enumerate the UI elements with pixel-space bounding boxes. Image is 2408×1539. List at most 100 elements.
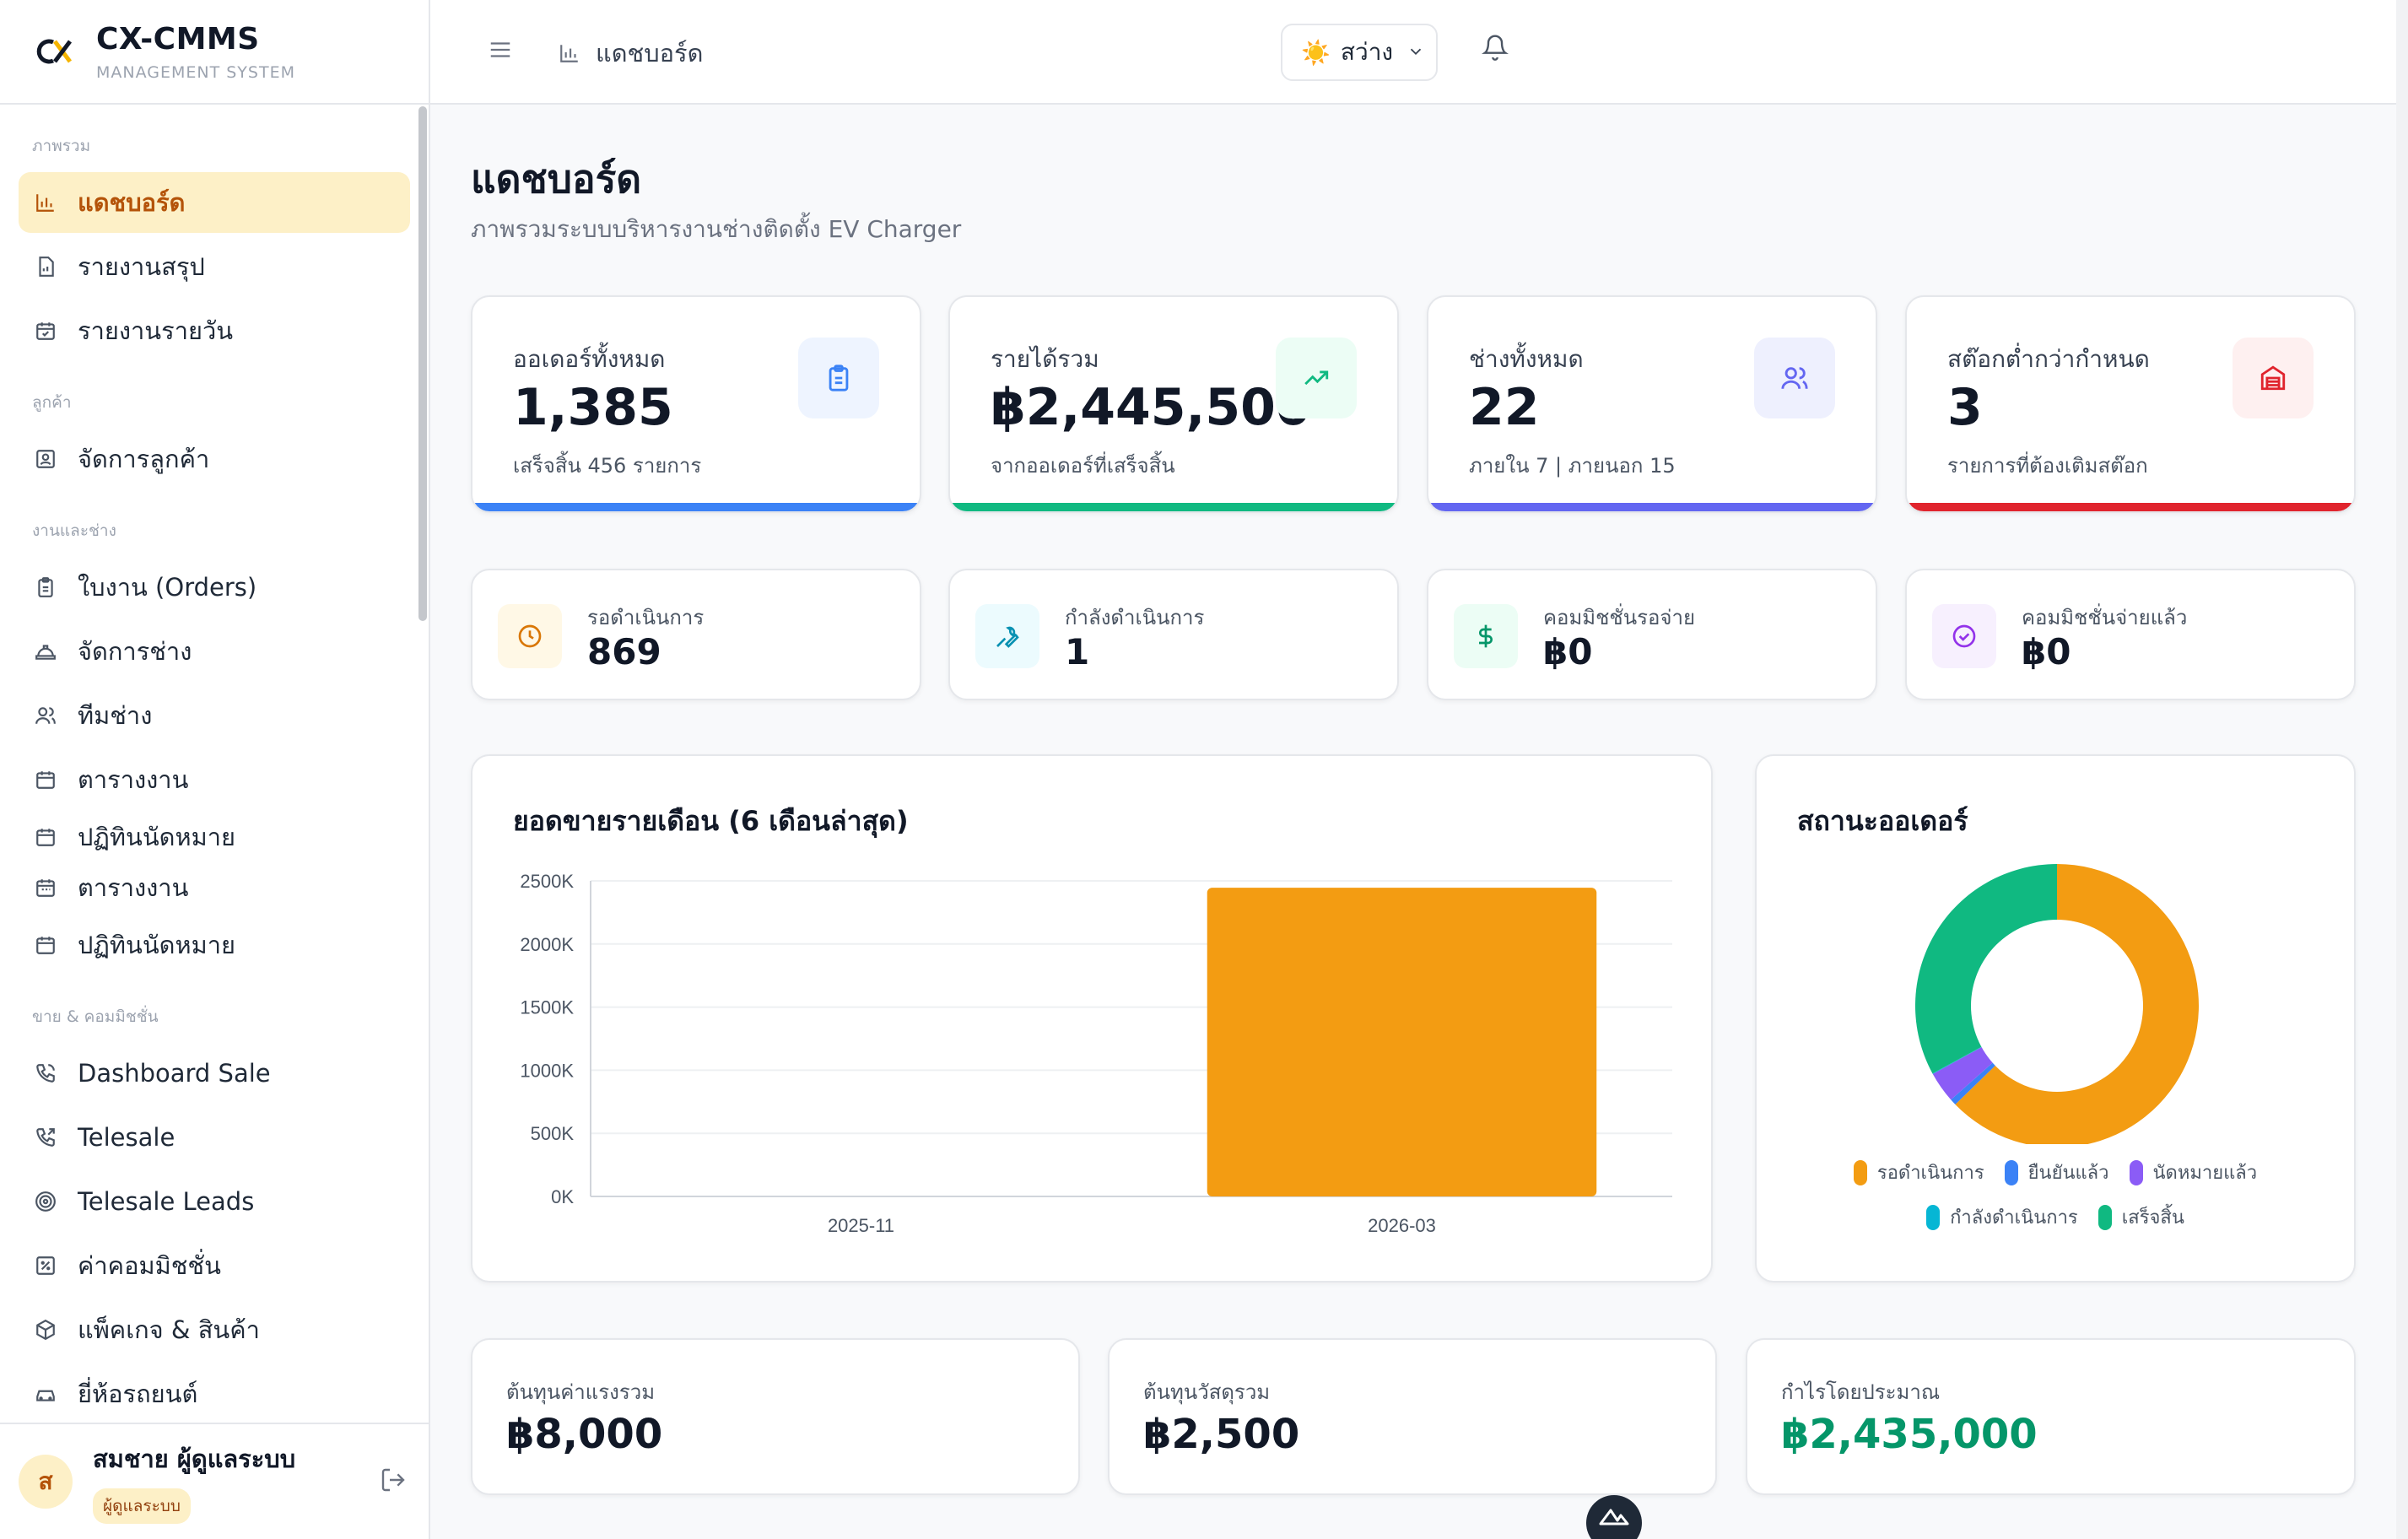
sidebar-item-telesale-leads[interactable]: Telesale Leads xyxy=(19,1171,410,1232)
report-icon xyxy=(34,255,57,278)
sidebar-item-label: ตารางงาน xyxy=(78,873,189,902)
avatar: ส xyxy=(19,1455,73,1509)
legend-item[interactable]: กำลังดำเนินการ xyxy=(1926,1202,2078,1232)
sidebar-item-label: ยี่ห้อรถยนต์ xyxy=(78,1380,198,1408)
sidebar-item-car-brands[interactable]: ยี่ห้อรถยนต์ xyxy=(19,1364,410,1423)
legend-swatch xyxy=(2098,1204,2112,1230)
cost-value: ฿2,500 xyxy=(1143,1411,1300,1458)
users-icon xyxy=(1754,338,1835,418)
sidebar-item-daily-report[interactable]: รายงานรายวัน xyxy=(19,300,410,361)
stat-label: รายได้รวม xyxy=(991,345,1099,373)
mini-stat-pending[interactable]: รอดำเนินการ 869 xyxy=(471,569,921,700)
bell-icon[interactable] xyxy=(1482,34,1509,64)
legend-label: กำลังดำเนินการ xyxy=(1950,1207,2078,1228)
sidebar-item-calendar[interactable]: ปฏิทินนัดหมาย xyxy=(19,813,410,861)
stat-card-low-stock[interactable]: สต๊อกต่ำกว่ากำหนด 3 รายการที่ต้องเติมสต๊… xyxy=(1905,295,2356,513)
sales-bar-chart: 0K 500K 1000K 1500K 2000K 2500K 2025-11 2026-03 xyxy=(520,871,1672,1236)
sidebar-item-schedule-2[interactable]: ตารางงาน xyxy=(19,864,410,911)
devtools-badge-icon[interactable] xyxy=(1586,1495,1642,1539)
brand-logo-icon xyxy=(34,30,78,73)
mini-stat-label: รอดำเนินการ xyxy=(587,606,705,629)
sidebar-item-label: ค่าคอมมิชชั่น xyxy=(78,1251,221,1280)
calendar-icon xyxy=(34,825,57,849)
mini-stat-in-progress[interactable]: กำลังดำเนินการ 1 xyxy=(948,569,1399,700)
y-tick-label: 2000K xyxy=(520,934,574,955)
legend-item[interactable]: รอดำเนินการ xyxy=(1853,1158,1984,1187)
sidebar-item-label: จัดการช่าง xyxy=(78,637,192,666)
stat-card-revenue[interactable]: รายได้รวม ฿2,445,500 จากออเดอร์ที่เสร็จส… xyxy=(948,295,1399,513)
sidebar-item-dashboard-sale[interactable]: Dashboard Sale xyxy=(19,1043,410,1104)
mini-stat-commission-paid[interactable]: คอมมิชชั่นจ่ายแล้ว ฿0 xyxy=(1905,569,2356,700)
theme-toggle-button[interactable]: ☀️ สว่าง xyxy=(1281,24,1438,81)
menu-toggle-icon[interactable] xyxy=(488,37,513,66)
sidebar-item-customers[interactable]: จัดการลูกค้า xyxy=(19,429,410,489)
mini-stat-commission-pending[interactable]: คอมมิชชั่นรอจ่าย ฿0 xyxy=(1427,569,1877,700)
stat-note: จากออเดอร์ที่เสร็จสิ้น xyxy=(991,454,1175,478)
mini-stat-value: 1 xyxy=(1065,631,1090,672)
sidebar-item-calendar-2[interactable]: ปฏิทินนัดหมาย xyxy=(19,915,410,975)
mini-stat-value: 869 xyxy=(587,631,661,672)
clipboard-icon xyxy=(34,575,57,599)
sidebar-item-label: Dashboard Sale xyxy=(78,1059,271,1088)
legend-item[interactable]: ยืนยันแล้ว xyxy=(2004,1158,2109,1187)
legend-item[interactable]: นัดหมายแล้ว xyxy=(2129,1158,2257,1187)
clipboard-icon xyxy=(798,338,879,418)
y-tick-label: 2500K xyxy=(520,871,574,892)
stat-note: รายการที่ต้องเติมสต๊อก xyxy=(1947,454,2148,478)
sidebar-item-orders[interactable]: ใบงาน (Orders) xyxy=(19,557,410,618)
dollar-icon xyxy=(1454,604,1518,668)
legend-swatch xyxy=(2129,1159,2143,1185)
sidebar-item-label: ปฏิทินนัดหมาย xyxy=(78,823,235,851)
sidebar-nav: ภาพรวม แดชบอร์ด รายงานสรุป รายงานรายวัน … xyxy=(0,105,429,1423)
contact-icon xyxy=(34,447,57,471)
sidebar-item-label: Telesale xyxy=(78,1123,175,1152)
package-icon xyxy=(34,1318,57,1342)
sidebar-item-telesale[interactable]: Telesale xyxy=(19,1107,410,1168)
sidebar-item-commission[interactable]: ค่าคอมมิชชั่น xyxy=(19,1235,410,1296)
cost-card-materials[interactable]: ต้นทุนวัสดุรวม ฿2,500 xyxy=(1108,1338,1717,1495)
mini-stat-value: ฿0 xyxy=(1543,631,1593,672)
sales-chart-title: ยอดขายรายเดือน (6 เดือนล่าสุด) xyxy=(513,805,909,837)
stat-card-total-orders[interactable]: ออเดอร์ทั้งหมด 1,385 เสร็จสิ้น 456 รายกา… xyxy=(471,295,921,513)
sidebar-item-label: รายงานรายวัน xyxy=(78,316,234,345)
calendar-icon xyxy=(34,876,57,899)
mini-stat-value: ฿0 xyxy=(2022,631,2071,672)
nav-section-title: งานและช่าง xyxy=(32,521,116,540)
sidebar-item-label: ปฏิทินนัดหมาย xyxy=(78,931,235,959)
sidebar-item-label: รายงานสรุป xyxy=(78,252,205,281)
legend-swatch xyxy=(1853,1159,1867,1185)
bar[interactable] xyxy=(1207,888,1597,1196)
stat-value: 1,385 xyxy=(513,378,673,437)
legend-item[interactable]: เสร็จสิ้น xyxy=(2098,1202,2184,1232)
stat-value: 3 xyxy=(1947,378,1983,437)
cost-card-labor[interactable]: ต้นทุนค่าแรงรวม ฿8,000 xyxy=(471,1338,1080,1495)
stat-card-technicians[interactable]: ช่างทั้งหมด 22 ภายใน 7 | ภายนอก 15 xyxy=(1427,295,1877,513)
warehouse-icon xyxy=(2233,338,2314,418)
sidebar-item-packages[interactable]: แพ็คเกจ & สินค้า xyxy=(19,1299,410,1360)
mini-stat-label: คอมมิชชั่นรอจ่าย xyxy=(1543,606,1695,629)
percent-icon xyxy=(34,1254,57,1277)
cost-card-profit[interactable]: กำไรโดยประมาณ ฿2,435,000 xyxy=(1746,1338,2356,1495)
stat-label: ช่างทั้งหมด xyxy=(1469,345,1584,373)
window-scrollbar-track[interactable] xyxy=(2396,0,2408,1539)
sidebar-item-dashboard[interactable]: แดชบอร์ด xyxy=(19,172,410,233)
sidebar-item-technicians[interactable]: จัดการช่าง xyxy=(19,621,410,682)
sidebar-scrollbar[interactable] xyxy=(418,106,427,621)
theme-label: สว่าง xyxy=(1340,38,1394,66)
stat-accent-bar xyxy=(472,503,920,511)
sidebar-item-schedule[interactable]: ตารางงาน xyxy=(19,749,410,810)
user-profile: ส สมชาย ผู้ดูแลระบบ ผู้ดูแลระบบ xyxy=(0,1423,429,1539)
bar-chart-icon xyxy=(560,45,578,62)
breadcrumb-label: แดชบอร์ด xyxy=(596,39,704,68)
sidebar-item-label: Telesale Leads xyxy=(78,1187,255,1216)
logout-icon[interactable] xyxy=(380,1466,407,1497)
brand[interactable]: CX-CMMS MANAGEMENT SYSTEM xyxy=(0,0,429,105)
sidebar-item-summary-report[interactable]: รายงานสรุป xyxy=(19,236,410,297)
sidebar-item-teams[interactable]: ทีมช่าง xyxy=(19,685,410,746)
phone-outgoing-icon xyxy=(34,1126,57,1149)
page-subtitle: ภาพรวมระบบบริหารงานช่างติดตั้ง EV Charge… xyxy=(471,215,962,243)
stat-value: 22 xyxy=(1469,378,1540,437)
sidebar-item-label: แดชบอร์ด xyxy=(78,188,186,217)
cost-label: กำไรโดยประมาณ xyxy=(1781,1380,1941,1404)
sidebar-item-label: แพ็คเกจ & สินค้า xyxy=(78,1315,260,1344)
